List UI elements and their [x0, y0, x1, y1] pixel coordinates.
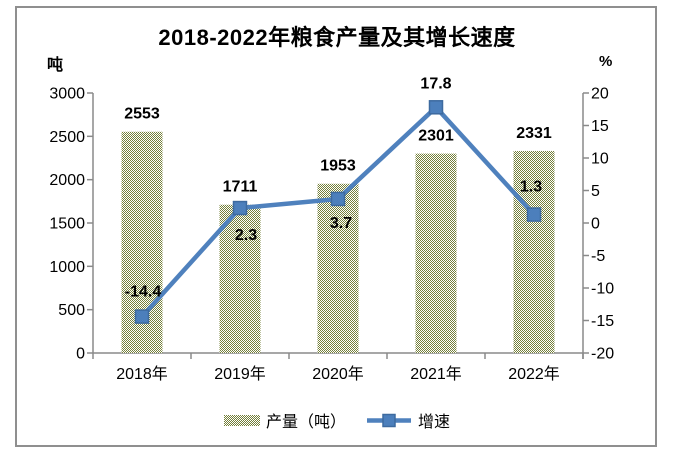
bar-value-label: 2331: [516, 125, 552, 142]
bar-value-label: 2301: [418, 128, 454, 145]
right-axis-tick-label: 20: [591, 86, 609, 103]
left-axis-tick-label: 1500: [49, 216, 85, 233]
line-marker-2022年: [526, 207, 542, 222]
bar-value-label: 2553: [124, 106, 160, 123]
x-axis-category-label: 2019年: [214, 365, 266, 383]
right-axis-tick-label: 15: [591, 118, 609, 135]
bar-2020年: [317, 183, 359, 353]
bar-2021年: [415, 153, 457, 353]
legend-label-production: 产量（吨）: [265, 414, 346, 431]
line-value-label: -14.4: [125, 284, 162, 301]
line-marker-2020年: [330, 191, 346, 207]
legend-label-growth: 增速: [418, 414, 451, 431]
left-axis-tick-label: 1000: [49, 259, 85, 276]
right-axis-unit-label: %: [599, 53, 613, 70]
x-axis-category-label: 2022年: [508, 365, 560, 383]
x-axis-category-label: 2018年: [116, 365, 168, 383]
bar-value-label: 1953: [320, 158, 356, 175]
right-axis-tick-label: -15: [591, 313, 614, 330]
left-axis-unit-label: 吨: [46, 57, 63, 74]
left-axis-tick-label: 500: [58, 302, 85, 319]
line-value-label: 3.7: [330, 215, 352, 232]
right-axis-tick-label: 10: [591, 151, 609, 168]
left-axis-tick-label: 2000: [49, 172, 85, 189]
left-axis-tick-label: 3000: [49, 86, 85, 103]
left-axis-tick-label: 0: [76, 346, 85, 363]
bar-value-label: 1711: [223, 179, 258, 196]
legend-item-production: 产量（吨）: [223, 408, 346, 432]
line-value-label: 17.8: [420, 75, 451, 92]
bar-2019年: [219, 204, 261, 353]
bar-pattern-swatch-icon: [223, 414, 260, 426]
legend-item-growth: 增速: [366, 408, 450, 432]
line-value-label: 1.3: [520, 179, 542, 196]
right-axis-tick-label: -20: [591, 346, 614, 363]
line-marker-2021年: [428, 100, 444, 115]
x-axis-category-label: 2021年: [410, 365, 462, 383]
chart-title: 2018-2022年粮食产量及其增长速度: [158, 25, 516, 50]
line-value-label: 2.3: [235, 227, 257, 244]
right-axis-tick-label: 0: [591, 216, 600, 233]
chart-legend: 产量（吨） 增速: [0, 408, 674, 432]
right-axis-tick-label: -10: [591, 281, 614, 298]
right-axis-tick-label: 5: [591, 183, 600, 200]
right-axis-tick-label: -5: [591, 248, 605, 265]
x-axis-category-label: 2020年: [312, 365, 364, 383]
left-axis-tick-label: 2500: [49, 129, 85, 146]
line-marker-swatch-icon: [367, 413, 411, 427]
bar-2022年: [513, 150, 555, 353]
line-marker-2019年: [232, 200, 248, 216]
line-marker-2018年: [134, 309, 150, 324]
